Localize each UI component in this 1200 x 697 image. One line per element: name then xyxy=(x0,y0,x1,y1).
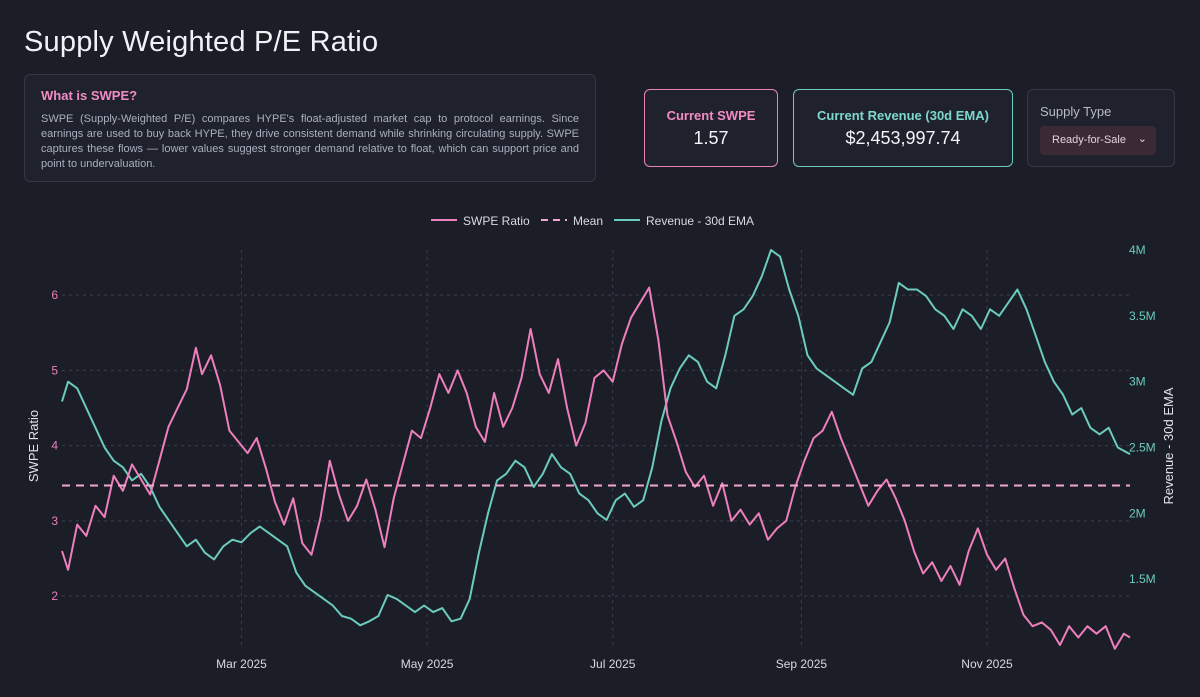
y-left-tick-label: 6 xyxy=(51,288,58,302)
y-right-tick-label: 2.5M xyxy=(1129,441,1156,455)
chart-lines xyxy=(61,249,1131,650)
supply-type-selected: Ready-for-Sale xyxy=(1052,134,1126,146)
swpe-ratio-line xyxy=(61,286,1131,650)
current-swpe-value: 1.57 xyxy=(693,128,729,148)
supply-type-label: Supply Type xyxy=(1040,104,1112,119)
legend-revenue-label: Revenue - 30d EMA xyxy=(646,214,754,228)
y-right-tick-label: 2M xyxy=(1129,506,1146,520)
x-tick-label: May 2025 xyxy=(401,657,454,671)
chart-legend: SWPE Ratio Mean Revenue - 30d EMA xyxy=(431,214,754,228)
current-revenue-value: $2,453,997.74 xyxy=(845,128,961,148)
revenue-ema-line xyxy=(61,249,1131,627)
info-heading: What is SWPE? xyxy=(41,88,138,103)
y-right-tick-label: 3M xyxy=(1129,375,1146,389)
legend-swpe-label: SWPE Ratio xyxy=(463,214,530,228)
supply-type-select[interactable]: Ready-for-Sale ⌄ xyxy=(1040,126,1156,155)
y-right-tick-label: 4M xyxy=(1129,243,1146,257)
current-revenue-card: Current Revenue (30d EMA) $2,453,997.74 xyxy=(793,89,1013,167)
current-swpe-card: Current SWPE 1.57 xyxy=(644,89,778,167)
chart-grid xyxy=(62,250,1130,645)
x-tick-label: Mar 2025 xyxy=(216,657,267,671)
x-tick-label: Nov 2025 xyxy=(961,657,1013,671)
page-title: Supply Weighted P/E Ratio xyxy=(24,26,379,58)
chart-axes: Mar 2025 May 2025 Jul 2025 Sep 2025 Nov 2025… xyxy=(51,243,1155,671)
y-left-tick-label: 2 xyxy=(51,589,58,603)
y-left-tick-label: 3 xyxy=(51,514,58,528)
info-body: SWPE (Supply-Weighted P/E) compares HYPE… xyxy=(41,113,579,170)
y-left-tick-label: 4 xyxy=(51,439,58,453)
legend-mean-label: Mean xyxy=(573,214,603,228)
y-right-tick-label: 3.5M xyxy=(1129,309,1156,323)
supply-type-panel: Supply Type Ready-for-Sale ⌄ xyxy=(1027,89,1175,167)
info-panel: What is SWPE? SWPE (Supply-Weighted P/E)… xyxy=(24,74,596,182)
current-revenue-label: Current Revenue (30d EMA) xyxy=(817,108,989,123)
current-swpe-label: Current SWPE xyxy=(666,108,756,123)
y-right-tick-label: 1.5M xyxy=(1129,572,1156,586)
chevron-down-icon: ⌄ xyxy=(1137,133,1147,145)
y-left-tick-label: 5 xyxy=(51,363,58,377)
y-axis-right-label: Revenue - 30d EMA xyxy=(1161,387,1176,504)
x-tick-label: Sep 2025 xyxy=(776,657,828,671)
x-tick-label: Jul 2025 xyxy=(590,657,636,671)
y-axis-left-label: SWPE Ratio xyxy=(26,410,41,482)
